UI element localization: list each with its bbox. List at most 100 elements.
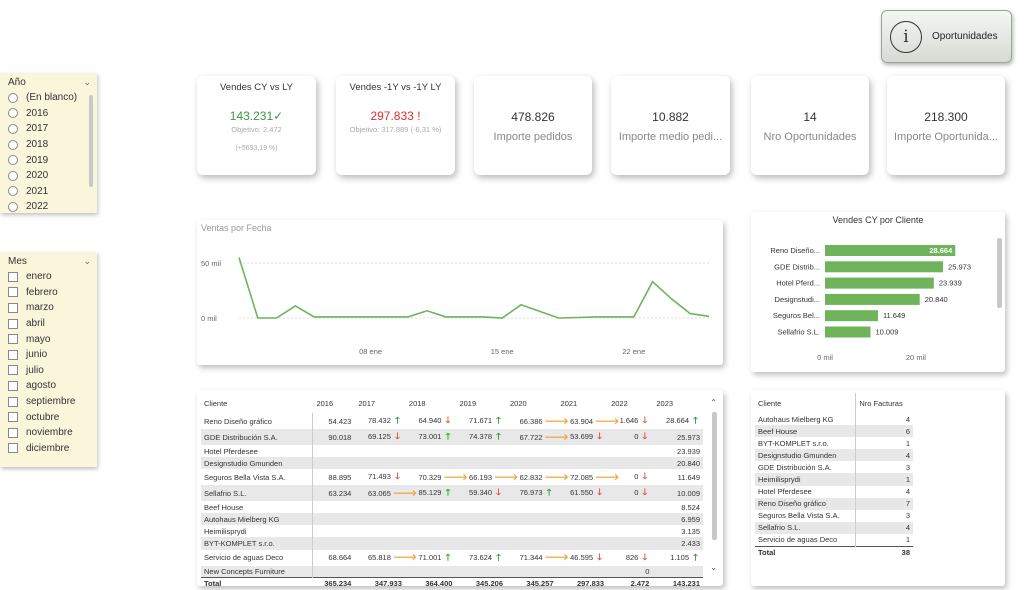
kpi-py-vs-ly[interactable]: Vendes -1Y vs -1Y LY 297.833 ! Objetivo:… [336,76,455,175]
kpi-card-importe-oportunidades[interactable]: 218.300 Importe Oportunida... [887,76,1005,175]
value-cell: 1.105 🡑 [652,550,703,566]
kpi-card-label: Importe medio pedi... [618,131,723,143]
month-option[interactable]: julio [0,363,97,379]
checkbox[interactable] [8,271,18,282]
column-header[interactable]: 2019 [459,398,477,408]
table-row[interactable]: Beef House 8.524 [201,501,703,514]
table-row[interactable]: Sellafrio S.L.63.23463.065🡒85.129🡑59.340… [201,485,703,502]
table-row[interactable]: Heimilisprydi 1 [755,473,913,486]
column-header[interactable]: 2016 [316,398,334,408]
bar-chart-panel[interactable]: Vendes CY por Cliente Reno Diseño... 28.66… [751,212,1005,372]
month-option[interactable]: marzo [0,300,97,316]
checkbox[interactable] [8,287,18,298]
column-header[interactable]: Cliente [204,398,228,408]
radio-button[interactable] [8,139,18,150]
table-row[interactable]: Designstudio Gmunden 4 [755,449,913,462]
month-option[interactable]: septiembre [0,394,97,410]
line-chart-panel[interactable]: Ventas por Fecha 50 mil 0 mil 08 ene 15 ene 2… [197,220,723,365]
radio-button[interactable] [8,170,18,181]
year-option[interactable]: 2020 [0,168,97,184]
table-row[interactable]: Beef House 6 [755,425,913,438]
month-option[interactable]: febrero [0,285,97,301]
checkbox[interactable] [8,334,18,345]
value-cell: 3.135 [681,526,700,536]
year-option[interactable]: 2018 [0,137,97,153]
table-row[interactable]: GDE Distribución S.A. 3 [755,461,913,474]
table-row[interactable]: Hotel Pferdesee 4 [755,485,913,498]
radio-button[interactable] [8,155,18,166]
checkbox[interactable] [8,412,18,423]
column-header[interactable]: 2017 [358,398,376,408]
matrix-scrollbar[interactable] [712,412,717,540]
matrix-scroll-down-icon[interactable]: ⌄ [710,563,717,572]
check-icon: ✓ [273,109,284,123]
y-tick-label: 0 mil [201,314,217,323]
month-option[interactable]: agosto [0,378,97,394]
oportunidades-button[interactable]: i Oportunidades [881,10,1012,63]
table-row[interactable]: Hotel Pferdesee 23.939 [201,445,703,458]
checkbox[interactable] [8,427,18,438]
table-row[interactable]: Designstudio Gmunden 20.840 [201,457,703,470]
month-slicer-header[interactable]: Mes ⌄ [0,252,97,269]
kpi-card-importe-medio[interactable]: 10.882 Importe medio pedi... [611,76,730,175]
column-header[interactable]: 2020 [510,398,527,408]
year-option[interactable]: (En blanco) [0,90,97,106]
checkbox[interactable] [8,349,18,360]
radio-button[interactable] [8,123,18,134]
table-row[interactable]: BYT-KOMPLET s.r.o. 2.433 [201,537,703,550]
table-row[interactable]: Sellafrio S.L. 4 [755,521,913,534]
column-header[interactable]: 2018 [408,398,426,408]
table-row[interactable]: BYT-KOMPLET s.r.o. 1 [755,437,913,450]
radio-button[interactable] [8,201,18,212]
column-header[interactable]: 2022 [611,398,628,408]
radio-button[interactable] [8,186,18,197]
month-option[interactable]: enero [0,269,97,285]
year-option[interactable]: 2016 [0,106,97,122]
table-row[interactable]: GDE Distribución S.A. 90.018 69.125 🡓 73.001… [201,429,703,445]
month-option[interactable]: junio [0,347,97,363]
column-header[interactable]: Cliente [758,398,782,408]
kpi-card-importe-pedidos[interactable]: 478.826 Importe pedidos [474,76,592,175]
table-row[interactable]: Seguros Bella Vista S.A. 88.895 71.493 🡓 70.… [201,469,703,486]
checkbox[interactable] [8,365,18,376]
column-header[interactable]: 2021 [560,398,578,408]
year-option[interactable]: 2022 [0,199,97,213]
value-cell [607,513,653,526]
year-scrollbar[interactable] [89,95,93,187]
table-row[interactable]: Servicio de aguas Deco 1 [755,533,913,547]
bar-chart-scrollbar[interactable] [997,238,1002,308]
year-option[interactable]: 2017 [0,121,97,137]
year-option[interactable]: 2021 [0,184,97,200]
kpi-cy-vs-ly[interactable]: Vendes CY vs LY 143.231✓ Objetivo: 2.472… [197,76,316,175]
checkbox[interactable] [8,443,18,454]
checkbox[interactable] [8,302,18,313]
year-option[interactable]: 2019 [0,152,97,168]
checkbox[interactable] [8,396,18,407]
month-option[interactable]: octubre [0,409,97,425]
month-option[interactable]: abril [0,316,97,332]
month-option[interactable]: diciembre [0,441,97,457]
category-label: Seguros Bel... [773,311,820,320]
table-row[interactable]: Reno Diseño gráfico 7 [755,497,913,510]
chevron-down-icon[interactable]: ⌄ [83,77,91,87]
table-row[interactable]: Reno Diseño gráfico 54.423 78.432 🡑 64.940 🡓 7… [201,413,703,429]
table-row[interactable]: Autohaus Mielberg KG 6.959 [201,513,703,526]
checkbox[interactable] [8,318,18,329]
table-row[interactable]: Autohaus Mielberg KG 4 [755,413,913,426]
table-row[interactable]: New Concepts Furniture 0 [201,565,703,578]
month-option[interactable]: noviembre [0,425,97,441]
month-option[interactable]: mayo [0,331,97,347]
checkbox[interactable] [8,380,18,391]
radio-button[interactable] [8,92,18,103]
table-row[interactable]: Servicio de aguas Deco 68.664 65.818 🡒 71.00… [201,549,703,566]
client-cell: Sellafrio S.L. [758,523,801,533]
radio-button[interactable] [8,108,18,119]
chevron-down-icon[interactable]: ⌄ [83,256,91,266]
table-row[interactable]: Heimilisprydi 3.135 [201,525,703,538]
matrix-scroll-up-icon[interactable]: ⌃ [710,398,717,407]
kpi-card-nro-oportunidades[interactable]: 14 Nro Oportunidades [751,76,869,175]
year-slicer-header[interactable]: Año ⌄ [0,73,97,90]
column-header[interactable]: Nro Facturas [855,393,913,413]
column-header[interactable]: 2023 [656,398,674,408]
table-row[interactable]: Seguros Bella Vista S.A. 3 [755,509,913,522]
